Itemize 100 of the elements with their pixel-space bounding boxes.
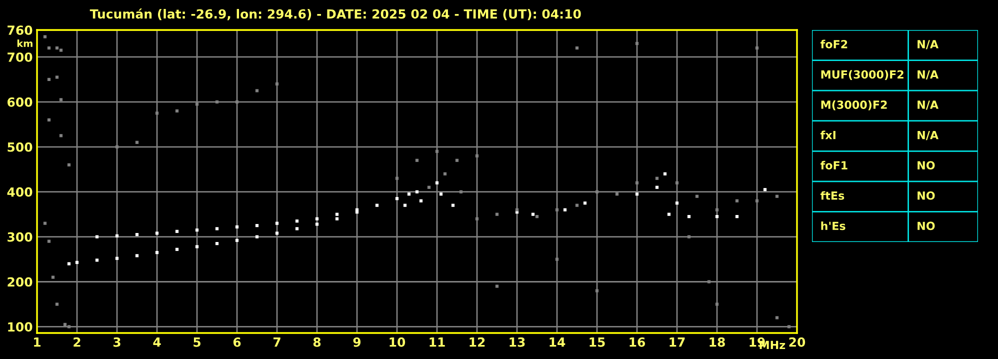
point	[419, 199, 423, 202]
point	[563, 208, 567, 212]
point	[763, 188, 767, 192]
point	[555, 208, 559, 212]
point	[235, 238, 239, 242]
point	[255, 235, 259, 238]
point	[59, 48, 63, 52]
point	[595, 190, 599, 194]
point	[135, 254, 139, 258]
text: N/A	[918, 100, 938, 110]
point	[495, 212, 499, 216]
point	[59, 98, 63, 102]
point	[135, 140, 139, 144]
point	[43, 35, 47, 38]
point	[655, 176, 659, 180]
x-tick-label: 1	[34, 338, 40, 347]
point	[635, 42, 639, 46]
text: NO	[918, 161, 935, 170]
point	[255, 89, 259, 92]
text: NO	[918, 191, 935, 200]
x-tick-label: 9	[353, 337, 361, 347]
point	[415, 158, 419, 162]
point	[475, 154, 479, 158]
point	[275, 222, 279, 225]
point	[395, 176, 399, 180]
point	[355, 208, 359, 212]
point	[451, 204, 455, 207]
point	[315, 217, 319, 220]
point	[115, 234, 119, 238]
point	[67, 262, 71, 266]
point	[51, 276, 55, 279]
point	[435, 181, 439, 184]
point	[375, 204, 379, 207]
point	[155, 250, 159, 254]
point	[95, 258, 99, 262]
point	[715, 208, 719, 212]
point	[667, 212, 671, 216]
point	[755, 199, 759, 202]
point	[439, 192, 443, 196]
x-tick-label: 11	[430, 338, 445, 347]
point	[59, 134, 63, 138]
point	[67, 325, 71, 328]
point	[315, 222, 319, 226]
point	[403, 204, 407, 207]
x-tick-label: 3	[113, 337, 120, 347]
point	[195, 102, 199, 106]
point	[215, 100, 219, 104]
point	[155, 232, 159, 235]
point	[495, 284, 499, 288]
point	[675, 181, 679, 184]
text: N/A	[918, 40, 938, 50]
point	[47, 46, 51, 50]
point	[175, 248, 179, 251]
y-tick-label: 600	[8, 97, 32, 107]
point	[575, 204, 579, 207]
point	[555, 258, 559, 261]
text: h'Es	[821, 221, 846, 230]
point	[635, 192, 639, 196]
point	[687, 215, 691, 218]
point	[55, 46, 59, 50]
point	[675, 202, 679, 205]
x-tick-label: 12	[470, 337, 485, 347]
x-tick-label: 2	[74, 337, 80, 347]
point	[595, 289, 599, 292]
x-tick-label: 4	[153, 338, 161, 347]
point	[755, 46, 759, 50]
point	[55, 302, 59, 306]
point	[407, 192, 411, 196]
point	[275, 82, 279, 86]
point	[47, 118, 51, 122]
chart-title: Tucumán (lat: -26.9, lon: 294.6) - DATE: 2025 02 04 - TIME (UT): 04:10	[90, 8, 581, 20]
point	[175, 109, 179, 112]
point	[575, 46, 579, 50]
point	[235, 100, 239, 104]
text: M(3000)F2	[821, 100, 887, 110]
point	[583, 202, 587, 205]
text: N/A	[918, 70, 938, 80]
x-tick-label: 13	[510, 337, 525, 347]
point	[427, 186, 431, 189]
x-tick-label: 15	[590, 338, 605, 347]
point	[195, 245, 199, 248]
point	[175, 230, 179, 233]
x-tick-label: 10	[390, 337, 406, 347]
point	[655, 186, 659, 189]
point	[235, 225, 239, 228]
point	[687, 235, 691, 238]
point	[195, 228, 199, 232]
point	[135, 232, 139, 236]
point	[615, 192, 619, 196]
point	[295, 220, 299, 223]
x-tick-label: 7	[273, 338, 280, 347]
point	[775, 194, 779, 198]
text: NO	[918, 222, 935, 230]
point	[435, 150, 439, 153]
point	[715, 302, 719, 306]
x-tick-label: 6	[233, 337, 241, 347]
point	[787, 325, 791, 328]
x-tick-label: 8	[313, 337, 321, 347]
point	[735, 199, 739, 202]
point	[635, 181, 639, 184]
